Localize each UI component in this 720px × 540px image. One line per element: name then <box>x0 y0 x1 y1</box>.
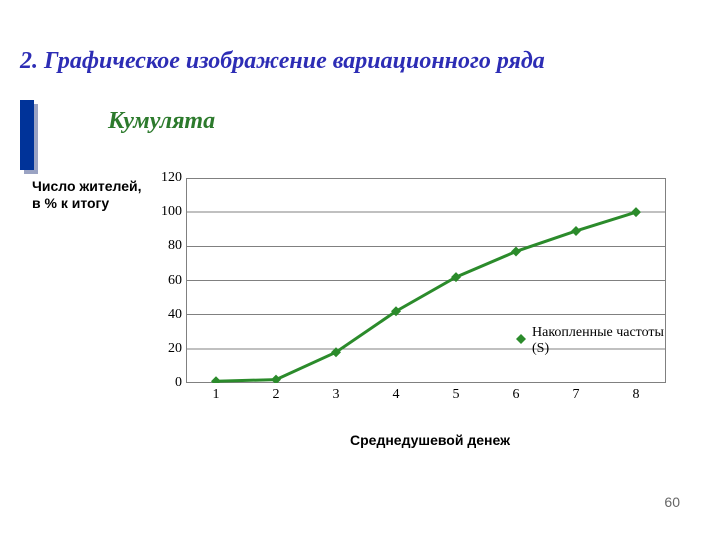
slide-heading: 2. Графическое изображение вариационного… <box>20 48 545 75</box>
y-tick-label: 60 <box>148 273 182 289</box>
series-marker <box>271 375 281 383</box>
x-tick-label: 6 <box>506 387 526 403</box>
y-tick-label: 100 <box>148 204 182 220</box>
y-axis-title: Число жителей, в % к итогу <box>32 178 152 212</box>
x-tick-label: 3 <box>326 387 346 403</box>
x-tick-label: 1 <box>206 387 226 403</box>
legend-marker-icon <box>516 331 526 341</box>
slide-subheading: Кумулята <box>108 108 215 135</box>
series-marker <box>511 246 521 256</box>
series-marker <box>571 226 581 236</box>
y-tick-label: 80 <box>148 238 182 254</box>
y-tick-label: 40 <box>148 307 182 323</box>
series-marker <box>631 207 641 217</box>
series-marker <box>211 376 221 383</box>
cumulative-chart: 0 20 40 60 80 100 120 1 2 3 4 5 6 7 8 Накопленные час… <box>148 170 688 420</box>
y-tick-label: 0 <box>148 375 182 391</box>
page-number: 60 <box>664 494 680 510</box>
legend-label: Накопленные частоты(S) <box>532 325 664 357</box>
x-tick-label: 5 <box>446 387 466 403</box>
x-tick-label: 4 <box>386 387 406 403</box>
x-tick-label: 2 <box>266 387 286 403</box>
x-axis-title: Среднедушевой денеж <box>350 432 510 448</box>
y-tick-label: 20 <box>148 341 182 357</box>
x-tick-label: 8 <box>626 387 646 403</box>
y-tick-label: 120 <box>148 170 182 186</box>
bullet-decoration <box>20 100 98 178</box>
x-tick-label: 7 <box>566 387 586 403</box>
